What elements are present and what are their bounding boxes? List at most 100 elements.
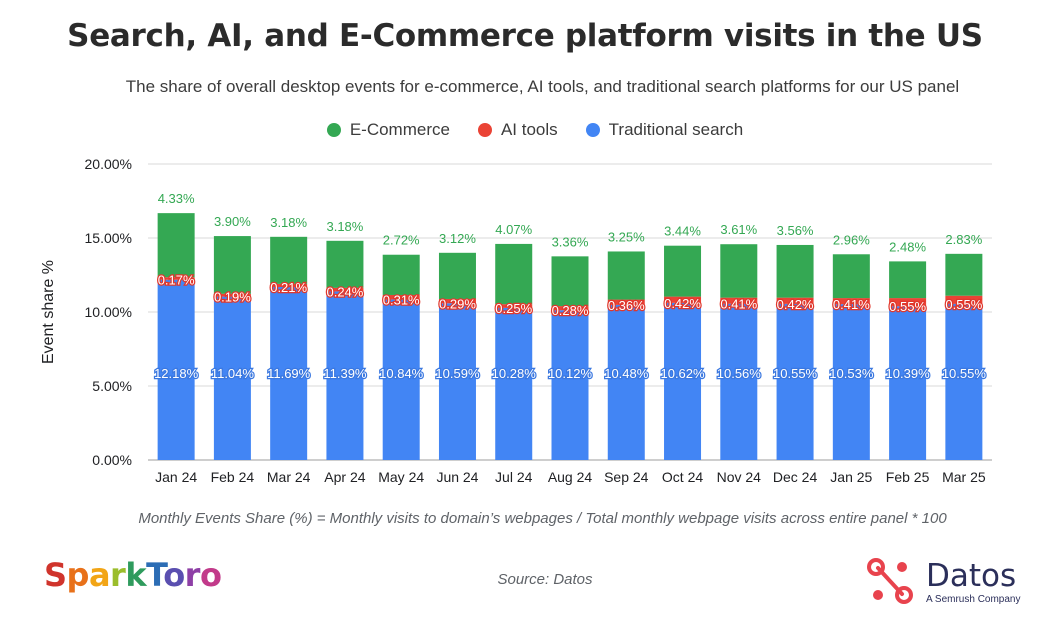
y-tick-label: 5.00% xyxy=(92,378,132,394)
y-tick-label: 15.00% xyxy=(85,230,132,246)
bar-traditional-search xyxy=(438,303,476,460)
bar-ai-tools xyxy=(382,294,420,300)
stacked-bar-chart: 0.00% 5.00% 10.00% 15.00% 20.00% Event share … xyxy=(40,156,992,485)
data-label-ecommerce: 2.96% xyxy=(833,232,870,247)
y-tick-label: 0.00% xyxy=(92,452,132,468)
data-label-ai-tools: 0.31% xyxy=(383,293,420,308)
bar-ai-tools xyxy=(720,297,758,304)
x-tick-label: Aug 24 xyxy=(548,469,593,485)
bar-ecommerce xyxy=(551,256,589,307)
chart-footnote: Monthly Events Share (%) = Monthly visit… xyxy=(138,510,947,527)
data-label-ecommerce: 3.90% xyxy=(214,214,251,229)
data-label-ai-tools: 0.55% xyxy=(945,297,982,312)
x-tick-label: Apr 24 xyxy=(324,469,365,485)
bar-traditional-search xyxy=(270,286,308,460)
legend-dot-traditional-search xyxy=(585,123,600,137)
bar-traditional-search xyxy=(945,303,983,460)
legend-label-traditional-search: Traditional search xyxy=(608,120,744,139)
data-label-ai-tools: 0.36% xyxy=(608,298,645,313)
legend-dot-ecommerce xyxy=(326,123,341,137)
data-label-ecommerce: 3.56% xyxy=(777,223,814,238)
x-tick-label: May 24 xyxy=(378,469,424,485)
bar-ai-tools xyxy=(664,296,702,303)
data-label-ai-tools: 0.42% xyxy=(664,296,701,311)
x-tick-label: Jan 24 xyxy=(155,469,197,485)
bar-ecommerce xyxy=(213,236,251,294)
bar-ecommerce xyxy=(832,254,870,299)
bar-traditional-search xyxy=(495,307,533,460)
data-label-ecommerce: 2.72% xyxy=(383,233,420,248)
legend-dot-ai-tools xyxy=(477,123,492,137)
x-tick-label: Dec 24 xyxy=(773,469,818,485)
datos-wordmark: Datos xyxy=(926,558,1017,594)
datos-logo: Datos A Semrush Company xyxy=(866,558,1036,608)
data-label-traditional-search: 10.48% xyxy=(604,366,649,381)
x-tick-label: Jan 25 xyxy=(830,469,872,485)
data-label-ecommerce: 4.07% xyxy=(495,222,532,237)
data-label-ecommerce: 3.44% xyxy=(664,224,701,239)
data-label-ecommerce: 3.36% xyxy=(552,234,589,249)
bar-ecommerce xyxy=(438,252,476,299)
data-label-traditional-search: 10.55% xyxy=(942,366,987,381)
data-label-traditional-search: 10.28% xyxy=(492,366,537,381)
bar-ecommerce xyxy=(664,245,702,297)
bar-traditional-search xyxy=(832,304,870,460)
bar-traditional-search xyxy=(326,291,364,460)
data-label-ai-tools: 0.28% xyxy=(552,303,589,318)
bar-ecommerce xyxy=(776,244,814,298)
bar-ecommerce xyxy=(945,253,983,296)
data-label-ecommerce: 3.18% xyxy=(326,219,363,234)
bar-traditional-search xyxy=(607,304,645,460)
bar-ai-tools xyxy=(889,298,927,307)
data-label-ai-tools: 0.17% xyxy=(158,273,195,288)
data-label-ai-tools: 0.55% xyxy=(889,299,926,314)
source-note: Source: Datos xyxy=(497,571,593,588)
bar-ai-tools xyxy=(495,304,533,308)
y-axis-label: Event share % xyxy=(40,260,57,364)
bar-ecommerce xyxy=(382,254,420,295)
bar-ai-tools xyxy=(607,299,645,305)
x-tick-label: Mar 24 xyxy=(267,469,311,485)
x-tick-label: Feb 25 xyxy=(886,469,930,485)
bar-traditional-search xyxy=(551,310,589,460)
bar-traditional-search xyxy=(213,296,251,460)
x-tick-label: Sep 24 xyxy=(604,469,649,485)
data-label-traditional-search: 11.39% xyxy=(323,366,367,381)
bar-ecommerce xyxy=(157,213,195,278)
bar-traditional-search xyxy=(664,302,702,460)
chart-title: Search, AI, and E-Commerce platform visi… xyxy=(67,18,983,54)
bar-ecommerce xyxy=(270,236,308,284)
bar-ai-tools xyxy=(945,295,983,304)
data-label-ai-tools: 0.19% xyxy=(214,290,251,305)
data-label-ecommerce: 4.33% xyxy=(158,191,195,206)
data-label-ai-tools: 0.25% xyxy=(495,301,532,316)
data-label-ai-tools: 0.24% xyxy=(326,284,363,299)
data-label-traditional-search: 10.56% xyxy=(717,366,762,381)
data-label-ecommerce: 3.12% xyxy=(439,231,476,246)
bar-ecommerce xyxy=(607,251,645,300)
data-label-ai-tools: 0.42% xyxy=(777,297,814,312)
data-label-traditional-search: 12.18% xyxy=(154,366,199,381)
x-tick-label: Feb 24 xyxy=(211,469,255,485)
legend-label-ai-tools: AI tools xyxy=(500,120,558,139)
y-tick-label: 10.00% xyxy=(85,304,132,320)
chart-subtitle: The share of overall desktop events for … xyxy=(125,77,960,96)
bar-ai-tools xyxy=(438,298,476,304)
x-tick-label: Jun 24 xyxy=(436,469,478,485)
legend-item-ai-tools: AI tools xyxy=(477,120,558,140)
bar-traditional-search xyxy=(157,279,195,460)
data-label-traditional-search: 11.04% xyxy=(211,366,255,381)
legend-item-traditional-search: Traditional search xyxy=(585,120,744,140)
data-label-ai-tools: 0.21% xyxy=(270,280,307,295)
data-label-ai-tools: 0.41% xyxy=(833,297,870,312)
data-label-ecommerce: 2.83% xyxy=(945,232,982,247)
bar-ai-tools xyxy=(270,283,308,287)
bar-traditional-search xyxy=(720,303,758,460)
data-label-traditional-search: 10.84% xyxy=(379,366,424,381)
data-label-ai-tools: 0.29% xyxy=(439,296,476,311)
bar-ecommerce xyxy=(326,240,364,288)
x-tick-label: Oct 24 xyxy=(662,469,703,485)
bar-ecommerce xyxy=(720,244,758,298)
bar-ai-tools xyxy=(551,306,589,311)
bar-ai-tools xyxy=(832,298,870,305)
